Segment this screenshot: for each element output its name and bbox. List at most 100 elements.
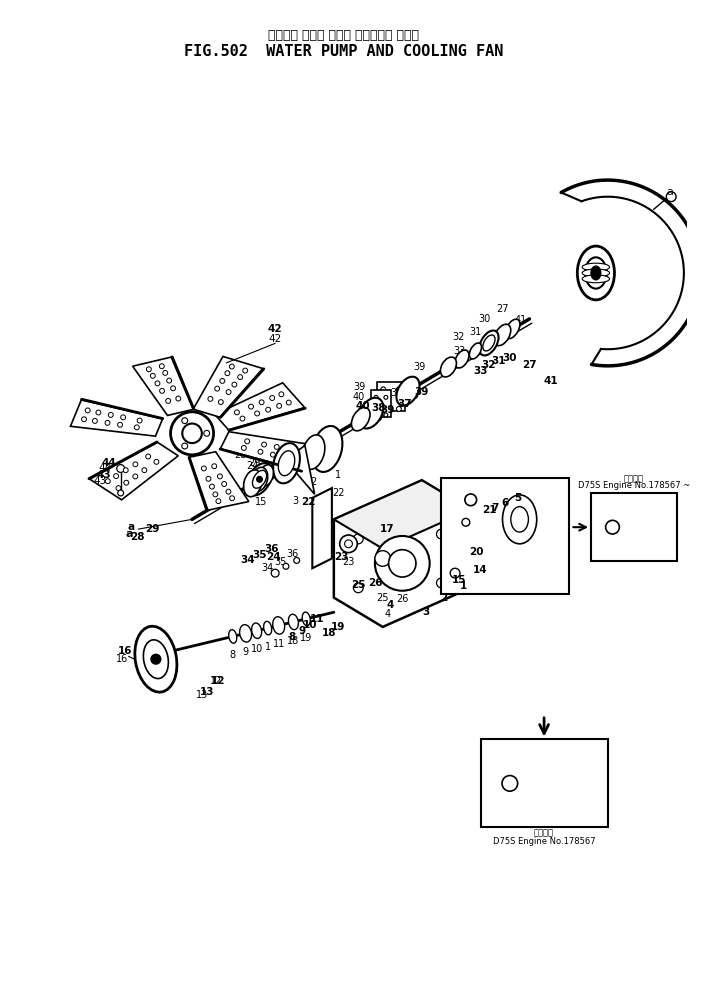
Circle shape bbox=[116, 486, 121, 491]
Text: 36: 36 bbox=[264, 544, 278, 553]
Circle shape bbox=[437, 529, 447, 539]
Polygon shape bbox=[215, 382, 305, 430]
Circle shape bbox=[381, 387, 386, 392]
Circle shape bbox=[160, 388, 165, 393]
Ellipse shape bbox=[144, 640, 168, 678]
Text: 27: 27 bbox=[522, 360, 537, 370]
Circle shape bbox=[201, 466, 206, 471]
Text: 18: 18 bbox=[287, 636, 299, 646]
Text: 28: 28 bbox=[233, 450, 246, 460]
Text: 21: 21 bbox=[482, 504, 496, 514]
Circle shape bbox=[105, 479, 110, 484]
Circle shape bbox=[437, 578, 447, 588]
Circle shape bbox=[345, 540, 353, 548]
Ellipse shape bbox=[494, 324, 511, 346]
Text: 3: 3 bbox=[292, 496, 298, 506]
Circle shape bbox=[213, 492, 218, 496]
Text: 44: 44 bbox=[99, 463, 112, 473]
Text: 6: 6 bbox=[490, 514, 496, 525]
Ellipse shape bbox=[440, 357, 456, 376]
Circle shape bbox=[216, 498, 221, 503]
Text: 41: 41 bbox=[514, 316, 526, 325]
Polygon shape bbox=[334, 481, 471, 627]
Text: 39: 39 bbox=[381, 405, 395, 415]
Ellipse shape bbox=[264, 621, 272, 635]
Ellipse shape bbox=[505, 319, 520, 339]
Ellipse shape bbox=[479, 330, 498, 356]
Text: 7: 7 bbox=[480, 519, 486, 530]
Bar bbox=[377, 381, 404, 411]
Circle shape bbox=[137, 418, 142, 423]
Text: 38: 38 bbox=[390, 387, 403, 397]
Text: 5: 5 bbox=[514, 492, 522, 503]
Text: 14: 14 bbox=[473, 565, 488, 575]
Text: 23: 23 bbox=[342, 556, 355, 566]
Ellipse shape bbox=[511, 506, 529, 532]
Text: 27: 27 bbox=[496, 305, 509, 315]
Circle shape bbox=[283, 563, 289, 569]
Text: 30: 30 bbox=[478, 314, 490, 323]
Text: 20: 20 bbox=[470, 547, 484, 556]
Circle shape bbox=[294, 557, 299, 563]
Text: 14: 14 bbox=[480, 566, 493, 576]
Bar bbox=[372, 389, 390, 417]
Circle shape bbox=[105, 421, 110, 426]
Text: 2: 2 bbox=[440, 593, 447, 603]
Text: 42: 42 bbox=[268, 333, 282, 344]
Circle shape bbox=[257, 477, 262, 483]
Text: 24: 24 bbox=[246, 461, 259, 472]
Ellipse shape bbox=[413, 391, 418, 398]
Circle shape bbox=[151, 374, 156, 378]
Ellipse shape bbox=[252, 467, 268, 492]
Text: 13: 13 bbox=[200, 687, 214, 697]
Circle shape bbox=[215, 386, 219, 391]
Text: 39: 39 bbox=[413, 362, 425, 372]
Ellipse shape bbox=[252, 470, 266, 489]
Text: 15: 15 bbox=[254, 497, 267, 507]
Text: 40: 40 bbox=[353, 392, 365, 402]
Ellipse shape bbox=[273, 616, 285, 634]
Circle shape bbox=[86, 408, 90, 413]
Polygon shape bbox=[193, 357, 263, 417]
Circle shape bbox=[277, 403, 282, 408]
Text: 40: 40 bbox=[356, 401, 371, 411]
Circle shape bbox=[230, 495, 235, 500]
Text: a: a bbox=[128, 522, 135, 532]
Text: 17: 17 bbox=[379, 524, 394, 534]
Polygon shape bbox=[334, 481, 471, 549]
Text: 42: 42 bbox=[268, 323, 283, 333]
Text: 22: 22 bbox=[301, 496, 315, 507]
Circle shape bbox=[96, 410, 101, 415]
Text: 3: 3 bbox=[422, 607, 430, 617]
Ellipse shape bbox=[396, 389, 401, 396]
Text: 11: 11 bbox=[310, 614, 325, 624]
Ellipse shape bbox=[358, 398, 383, 429]
Text: 43: 43 bbox=[97, 471, 111, 481]
Circle shape bbox=[220, 378, 225, 383]
Circle shape bbox=[374, 413, 378, 417]
Text: 5: 5 bbox=[500, 509, 506, 520]
Circle shape bbox=[279, 392, 284, 397]
Text: 9: 9 bbox=[298, 626, 305, 636]
Circle shape bbox=[353, 534, 363, 544]
Text: 37: 37 bbox=[397, 399, 411, 409]
Text: 31: 31 bbox=[469, 326, 482, 336]
Circle shape bbox=[450, 568, 460, 578]
Circle shape bbox=[397, 407, 402, 411]
Text: 29: 29 bbox=[248, 458, 261, 468]
Ellipse shape bbox=[229, 630, 237, 643]
Circle shape bbox=[241, 445, 246, 450]
Circle shape bbox=[374, 395, 378, 399]
Ellipse shape bbox=[252, 623, 261, 639]
Text: 30: 30 bbox=[503, 353, 517, 363]
Circle shape bbox=[235, 410, 239, 415]
Circle shape bbox=[114, 474, 118, 479]
Ellipse shape bbox=[247, 463, 273, 495]
Circle shape bbox=[155, 380, 160, 385]
Circle shape bbox=[154, 459, 159, 464]
Polygon shape bbox=[70, 400, 163, 436]
Circle shape bbox=[123, 468, 128, 473]
Text: 20: 20 bbox=[480, 547, 493, 556]
Ellipse shape bbox=[407, 381, 412, 388]
Bar bbox=[442, 479, 569, 594]
